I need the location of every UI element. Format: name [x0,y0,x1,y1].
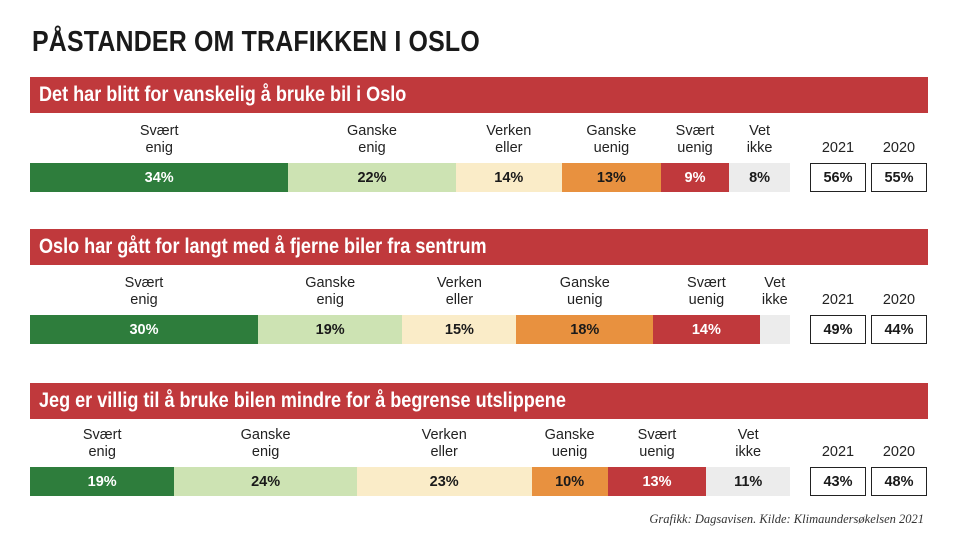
panel-3-value-label-6: 11% [734,473,763,490]
panel-1-title: Det har blitt for vanskelig å bruke bil … [39,83,407,106]
panel-2-bar-segment-3: 15% [402,315,517,344]
panel-1-category-label-3: Verken eller [486,123,532,156]
panel-3-title: Jeg er villig til å bruke bilen mindre f… [39,389,566,412]
panel-2-bar-segment-1: 30% [30,315,258,344]
panel-2-total-2020: 44% [871,315,927,344]
panel-1-bar-segment-2: 22% [288,163,456,192]
panel-3-value-label-1: 19% [87,473,117,490]
panel-1-value-label-4: 13% [596,169,626,186]
panel-3-banner: Jeg er villig til å bruke bilen mindre f… [30,383,928,419]
panel-1-category-label-4: Ganske uenig [586,123,637,156]
panel-1-value-label-6: 8% [749,169,771,186]
panel-2-bar-segment-2: 19% [258,315,403,344]
panel-1-total-2021: 56% [810,163,866,192]
panel-2-category-label-3: Verken eller [436,275,482,308]
panel-3-value-label-3: 23% [429,473,459,490]
panel-3-bar-segment-3: 23% [356,467,532,496]
panel-3-total-2020: 48% [871,467,927,496]
panel-3-value-label-2: 24% [251,473,281,490]
panel-2-value-label-3: 15% [444,321,474,338]
panel-3-category-label-5: Svært uenig [637,427,677,460]
panel-2-value-label-2: 19% [315,321,345,338]
panel-1-value-label-3: 14% [494,169,524,186]
panel-2-category-label-6: Vet ikke [761,275,788,308]
panel-3-category-label-1: Svært enig [82,427,122,460]
panel-2-year-label-2020: 2020 [882,292,916,308]
panel-2-value-label-5: 14% [691,321,721,338]
panel-1-bar-segment-6: 8% [729,163,790,192]
panel-1-bar-segment-1: 34% [30,163,289,192]
panel-3-bar-segment-4: 10% [531,467,608,496]
panel-3-year-label-2020: 2020 [882,444,916,460]
panel-2-total-2021: 49% [810,315,866,344]
panel-1-category-label-1: Svært enig [139,123,179,156]
panel-1-bar-segment-3: 14% [455,163,562,192]
panel-1-year-label-2021: 2021 [821,140,855,156]
panel-3-category-label-3: Verken eller [421,427,467,460]
panel-3-bar-segment-2: 24% [174,467,357,496]
panel-1-category-label-5: Svært uenig [675,123,715,156]
panel-1-value-label-2: 22% [357,169,387,186]
panel-1-value-label-5: 9% [684,169,706,186]
panel-2-year-label-2021: 2021 [821,292,855,308]
panel-2-value-label-4: 18% [570,321,600,338]
panel-2-value-label-1: 30% [129,321,159,338]
panel-2-category-label-4: Ganske uenig [559,275,610,308]
panel-3-category-label-4: Ganske uenig [544,427,595,460]
panel-2-stacked-bar: 30% 19% 15% 18% 14% [30,315,790,344]
panel-1-total-2020: 55% [871,163,927,192]
panel-3-bar-segment-1: 19% [30,467,175,496]
source-credit: Grafikk: Dagsavisen. Kilde: Klimaundersø… [649,512,924,526]
panel-3-year-label-2021: 2021 [821,444,855,460]
panel-2-category-label-1: Svært enig [124,275,164,308]
panel-3-bar-segment-5: 13% [607,467,707,496]
panel-2-title: Oslo har gått for langt med å fjerne bil… [39,235,487,258]
panel-1-banner: Det har blitt for vanskelig å bruke bil … [30,77,928,113]
panel-3-category-label-6: Vet ikke [735,427,762,460]
panel-2-category-label-2: Ganske enig [305,275,356,308]
page-title: PÅSTANDER OM TRAFIKKEN I OSLO [32,26,480,58]
panel-1-category-label-2: Ganske enig [347,123,397,156]
panel-2-bar-segment-6 [759,315,790,344]
panel-1-bar-segment-4: 13% [562,163,661,192]
panel-1-value-label-1: 34% [144,169,174,186]
panel-1-year-label-2020: 2020 [882,140,916,156]
panel-3-bar-segment-6: 11% [706,467,790,496]
panel-2-bar-segment-4: 18% [516,315,654,344]
panel-3-stacked-bar: 19% 24% 23% 10% 13% 11% [30,467,790,496]
panel-1-stacked-bar: 34% 22% 14% 13% 9% 8% [30,163,790,192]
panel-3-category-label-2: Ganske enig [240,427,291,460]
panel-3-total-2021: 43% [810,467,866,496]
panel-2-banner: Oslo har gått for langt med å fjerne bil… [30,229,928,265]
panel-2-bar-segment-5: 14% [653,315,760,344]
panel-2-category-label-5: Svært uenig [687,275,726,308]
panel-1-category-label-6: Vet ikke [746,123,773,156]
panel-1-bar-segment-5: 9% [660,163,730,192]
panel-3-value-label-4: 10% [555,473,585,490]
panel-3-value-label-5: 13% [642,473,672,490]
